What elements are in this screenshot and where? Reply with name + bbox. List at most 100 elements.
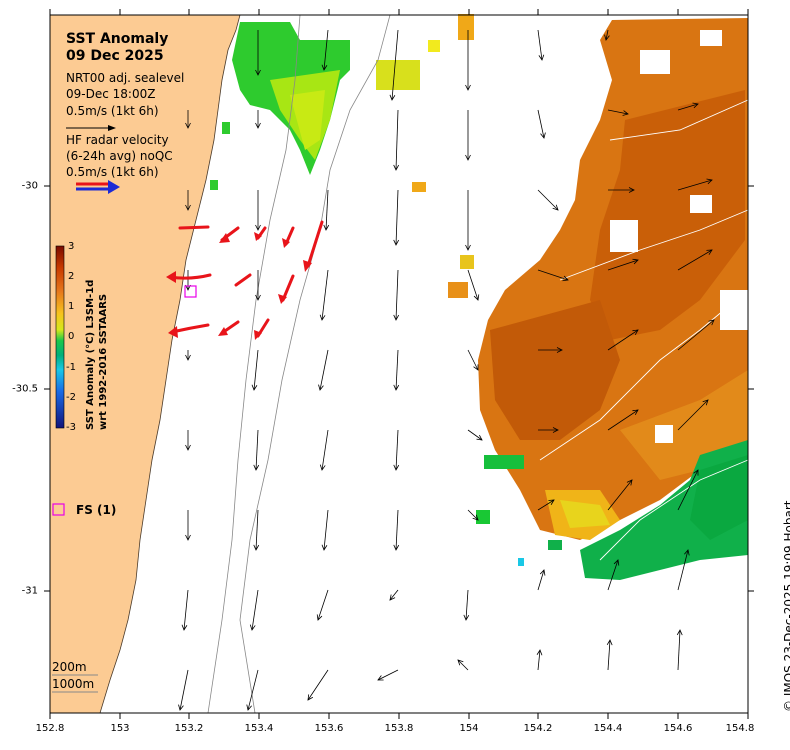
- velocity-arrowhead: [552, 204, 559, 211]
- y-tick-label: -30: [21, 180, 38, 192]
- radar-arrow: [234, 273, 252, 287]
- velocity-arrow: [395, 109, 399, 171]
- colorbar-tick: -3: [66, 422, 76, 433]
- velocity-arrowhead: [393, 239, 400, 246]
- colorbar-tick: 3: [68, 241, 75, 252]
- velocity-arrowhead: [552, 427, 559, 433]
- velocity-arrow: [537, 29, 543, 61]
- velocity-arrowhead: [253, 544, 260, 551]
- velocity-arrow: [677, 179, 713, 191]
- velocity-arrow: [457, 659, 469, 671]
- velocity-arrowhead: [319, 314, 326, 321]
- velocity-arrowhead: [465, 244, 471, 251]
- velocity-arrowhead: [185, 122, 191, 129]
- velocity-arrowhead: [473, 294, 480, 301]
- sst-warm-patch: [478, 18, 748, 540]
- velocity-arrow: [537, 499, 555, 511]
- velocity-arrowhead: [538, 54, 545, 61]
- velocity-arrowhead: [708, 319, 715, 326]
- velocity-arrowhead: [457, 659, 464, 666]
- map-title: SST Anomaly: [66, 31, 169, 47]
- x-tick-label: 154.4: [593, 723, 623, 734]
- colorbar-title-line1: SST Anomaly (°C) L3SM-1d: [85, 279, 96, 430]
- velocity-arrow: [319, 349, 329, 391]
- x-tick-label: 154.6: [663, 723, 693, 734]
- sealevel-scale: 0.5m/s (1kt 6h): [66, 104, 159, 118]
- velocity-arrowhead: [706, 178, 713, 185]
- velocity-arrowhead: [465, 84, 471, 91]
- velocity-arrow: [395, 269, 399, 321]
- velocity-arrow: [395, 509, 399, 551]
- velocity-arrowhead: [693, 469, 699, 476]
- map-date: 09 Dec 2025: [66, 48, 164, 64]
- radar-title: HF radar velocity: [66, 133, 169, 147]
- velocity-arrowhead: [536, 649, 543, 656]
- velocity-arrowhead: [389, 594, 396, 601]
- x-tick-label: 153: [110, 723, 130, 734]
- velocity-arrowhead: [307, 694, 314, 701]
- velocity-arrow: [389, 589, 399, 601]
- legend-radar-arrow: [76, 180, 120, 194]
- velocity-arrow: [677, 319, 715, 351]
- velocity-arrow: [677, 469, 699, 511]
- velocity-arrowhead: [377, 675, 384, 681]
- radar-arrow: [306, 220, 324, 268]
- velocity-arrow: [255, 429, 259, 471]
- velocity-arrow: [255, 509, 259, 551]
- velocity-arrowhead: [255, 69, 261, 76]
- velocity-arrow: [607, 479, 633, 511]
- velocity-arrowhead: [316, 614, 323, 621]
- velocity-arrowhead: [539, 569, 546, 576]
- radar-arrow: [281, 274, 295, 302]
- x-tick-label: 154: [459, 723, 479, 734]
- velocity-arrowhead: [255, 224, 261, 231]
- velocity-arrow: [395, 429, 399, 471]
- velocity-arrowhead: [393, 544, 400, 551]
- sealevel-time: 09-Dec 18:00Z: [66, 87, 156, 101]
- velocity-arrowhead: [255, 294, 261, 301]
- velocity-arrowhead: [702, 399, 709, 406]
- velocity-arrow: [321, 269, 329, 321]
- contour-1000m: [239, 14, 391, 714]
- velocity-arrowhead: [606, 639, 613, 646]
- velocity-arrow: [677, 103, 699, 111]
- velocity-arrowhead: [393, 164, 400, 171]
- sealevel-velocity-arrows: [178, 29, 715, 711]
- velocity-arrowhead: [613, 559, 620, 566]
- colorbar-tick: 1: [68, 301, 75, 312]
- y-tick-label: -31: [21, 585, 38, 597]
- velocity-arrow: [377, 669, 399, 681]
- velocity-arrowhead: [540, 132, 546, 139]
- fs-station-marker: [52, 503, 65, 516]
- velocity-arrow: [465, 589, 469, 621]
- velocity-arrowhead: [463, 614, 470, 621]
- velocity-arrow: [467, 509, 479, 521]
- velocity-arrowhead: [393, 314, 400, 321]
- velocity-arrowhead: [251, 384, 258, 391]
- colorbar-tick: 2: [68, 271, 75, 282]
- velocity-arrowhead: [632, 329, 639, 336]
- velocity-arrowhead: [185, 204, 191, 211]
- x-tick-label: 154.8: [725, 723, 755, 734]
- depth-label-1000: 1000m: [52, 677, 95, 691]
- velocity-arrow: [321, 429, 329, 471]
- velocity-arrowhead: [185, 534, 191, 541]
- velocity-arrowhead: [321, 64, 328, 71]
- velocity-arrow: [391, 29, 399, 101]
- velocity-arrow: [607, 409, 639, 431]
- velocity-arrowhead: [548, 499, 555, 505]
- velocity-arrow: [253, 349, 259, 391]
- fs-station-label: FS (1): [76, 503, 117, 517]
- velocity-arrow: [467, 269, 479, 301]
- x-tick-label: 153.2: [174, 723, 204, 734]
- sealevel-source: NRT00 adj. sealevel: [66, 71, 185, 85]
- sst-contours: [539, 99, 749, 561]
- velocity-arrow: [537, 569, 545, 591]
- velocity-arrow: [183, 589, 189, 631]
- velocity-arrow: [677, 629, 681, 671]
- coastline: [99, 14, 241, 714]
- velocity-arrowhead: [246, 704, 252, 711]
- velocity-arrowhead: [622, 110, 629, 116]
- velocity-arrowhead: [319, 464, 326, 471]
